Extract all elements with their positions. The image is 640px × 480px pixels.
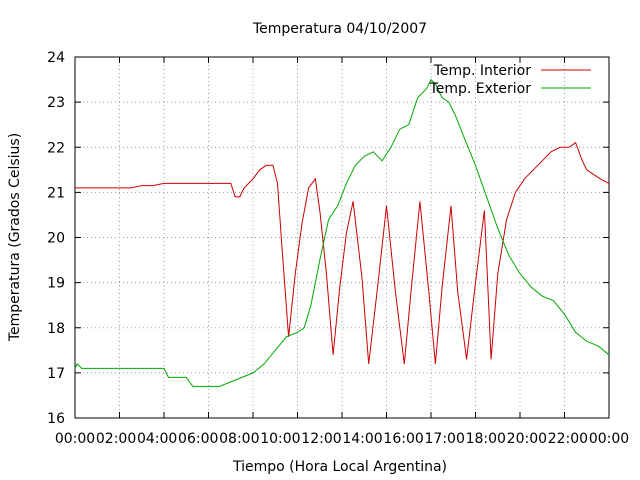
- y-tick-label: 18: [47, 321, 65, 337]
- series-layer: [74, 78, 610, 387]
- x-tick-label: 16:00: [383, 431, 423, 447]
- x-tick-label: 08:00: [219, 431, 259, 447]
- y-tick-label: 19: [47, 276, 65, 292]
- x-tick-label: 04:00: [137, 431, 177, 447]
- legend-label: Temp. Exterior: [429, 81, 532, 97]
- y-tick-label: 23: [47, 95, 65, 111]
- y-tick-label: 20: [47, 231, 65, 247]
- grid: [75, 57, 609, 418]
- x-tick-label: 06:00: [178, 431, 218, 447]
- x-tick-label: 18:00: [466, 431, 506, 447]
- x-tick-label: 10:00: [260, 431, 300, 447]
- y-tick-label: 24: [47, 50, 65, 66]
- x-tick-label: 00:00: [589, 431, 629, 447]
- y-tick-label: 22: [47, 140, 65, 156]
- y-tick-label: 21: [47, 185, 65, 201]
- series-line-exterior: [74, 78, 610, 387]
- x-tick-label: 14:00: [342, 431, 382, 447]
- x-axis-label: Tiempo (Hora Local Argentina): [232, 459, 447, 475]
- x-tick-label: 17:00: [425, 431, 465, 447]
- series-line-interior: [75, 141, 610, 364]
- x-tick-label: 02:00: [96, 431, 136, 447]
- legend: Temp. Interior Temp. Exterior: [429, 63, 591, 97]
- x-tick-label: 00:00: [55, 431, 95, 447]
- x-tick-label: 20:00: [507, 431, 547, 447]
- chart-title: Temperatura 04/10/2007: [252, 21, 427, 37]
- x-tick-label: 22:00: [548, 431, 588, 447]
- legend-label: Temp. Interior: [433, 63, 532, 79]
- y-tick-label: 17: [47, 366, 65, 382]
- y-tick-label: 16: [47, 411, 65, 427]
- x-tick-label: 12:00: [301, 431, 341, 447]
- y-axis-label: Temperatura (Grados Celsius): [7, 133, 23, 342]
